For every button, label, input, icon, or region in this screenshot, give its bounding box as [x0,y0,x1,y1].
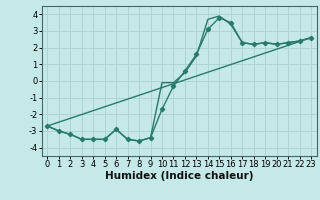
X-axis label: Humidex (Indice chaleur): Humidex (Indice chaleur) [105,171,253,181]
